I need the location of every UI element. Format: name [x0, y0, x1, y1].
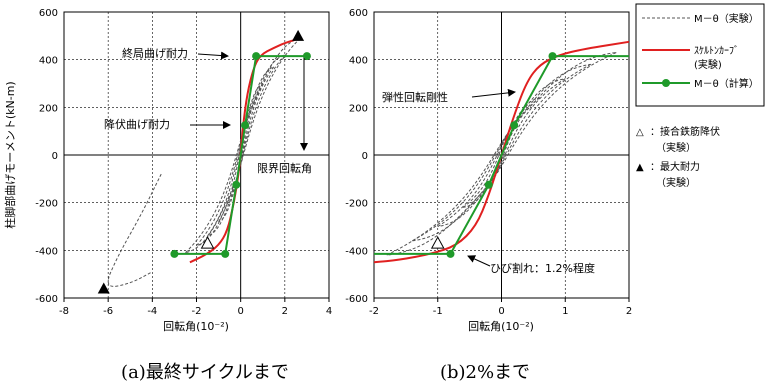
tick-labels-b: -2 -1 0 1 2 -600 -400 -200 0 200 400 600: [345, 8, 632, 317]
experimental-loop-branch: [463, 97, 541, 208]
experimental-loop-branch: [207, 66, 275, 237]
calculated-point: [252, 52, 261, 61]
experimental-loop-branch: [185, 37, 301, 254]
legend-sublabel-rebar-yield: （実験）: [656, 141, 696, 154]
calculated-point: [170, 249, 179, 258]
y-tick-label: 0: [52, 151, 58, 162]
calculated-line: [174, 55, 307, 255]
y-tick-label: 600: [39, 8, 58, 19]
y-axis-label: 柱脚部曲げモーメント(kN-m): [3, 81, 17, 228]
rebar-yield-marker: [430, 236, 445, 249]
x-tick-label: 2: [626, 306, 632, 317]
y-tick-label: -200: [345, 199, 368, 210]
legend-label-max-strength: ：最大耐力: [650, 160, 700, 173]
x-tick-label: -1: [433, 306, 443, 317]
y-tick-label: 400: [349, 56, 368, 67]
experimental-tail: [107, 173, 162, 287]
legend: M－θ（実験） ｽｹﾙﾄﾝｶｰﾌﾞ (実験) M－θ（計算） △ ：接合鉄筋降伏…: [635, 3, 765, 189]
grid-a: [64, 12, 329, 298]
legend-symbol-rebar-yield: △: [636, 127, 644, 138]
caption-b: (b)2%まで: [440, 362, 530, 383]
experimental-loop-branch: [185, 37, 301, 254]
x-axis-label-b: 回転角(10⁻²): [468, 320, 534, 333]
x-tick-label: 1: [562, 306, 568, 317]
legend-label-experimental: M－θ（実験）: [694, 12, 759, 25]
calculated-point: [446, 249, 455, 258]
annotation-cracking: ひび割れ：1.2%程度: [490, 261, 595, 275]
x-tick-label: -6: [103, 306, 113, 317]
y-tick-label: -200: [35, 199, 58, 210]
calculated-point: [510, 121, 519, 130]
annotation-elastic-stiffness: 弾性回転剛性: [382, 90, 448, 104]
y-tick-label: -600: [345, 294, 368, 305]
x-tick-label: 0: [237, 306, 243, 317]
legend-label-calculated: M－θ（計算）: [694, 77, 759, 90]
x-tick-label: 4: [326, 306, 332, 317]
tick-labels-a: -8 -6 -4 -2 0 2 4 -600 -400 -200 0 200 400 600: [35, 8, 332, 317]
x-tick-label: -2: [192, 306, 202, 317]
y-tick-label: -400: [35, 246, 58, 257]
x-axis-label-a: 回転角(10⁻²): [163, 320, 229, 333]
calculated-curve-a: [170, 52, 311, 258]
annotation-yield-strength: 降伏曲げ耐力: [104, 117, 170, 131]
caption-a: (a)最終サイクルまで: [121, 362, 289, 383]
legend-label-skeleton: ｽｹﾙﾄﾝｶｰﾌﾞ: [694, 45, 739, 57]
calculated-point: [548, 52, 557, 61]
legend-symbol-max-strength: ▲: [636, 162, 644, 173]
calculated-point: [302, 52, 311, 61]
legend-label-rebar-yield: ：接合鉄筋降伏: [650, 125, 720, 138]
x-tick-label: -4: [147, 306, 157, 317]
annotation-limit-rotation: 限界回転角: [257, 162, 312, 175]
annotation-arrow: [467, 255, 491, 267]
skeleton-curve-b: [373, 40, 630, 264]
x-tick-label: 2: [282, 306, 288, 317]
y-tick-label: -600: [35, 294, 58, 305]
y-tick-label: 200: [39, 103, 58, 114]
event-markers-a: [97, 29, 305, 294]
y-tick-label: -400: [345, 246, 368, 257]
x-tick-label: -2: [369, 306, 379, 317]
experimental-loop-branch: [386, 52, 617, 256]
calculated-point: [241, 121, 250, 130]
annotation-arrow: [197, 51, 229, 60]
y-tick-label: 200: [349, 103, 368, 114]
chart-panel-a: -8 -6 -4 -2 0 2 4 -600 -400 -200 0 200 400 600 終局曲げ耐力…: [3, 8, 332, 383]
event-markers-b: [430, 236, 445, 249]
y-tick-label: 0: [362, 151, 368, 162]
annotation-ultimate-strength: 終局曲げ耐力: [122, 46, 188, 60]
rebar-yield-marker: [200, 236, 215, 249]
chart-panel-b: -2 -1 0 1 2 -600 -400 -200 0 200 400 600 弾性回転剛性 ひび割…: [345, 8, 632, 383]
legend-marker-calculated: [662, 79, 670, 87]
annotation-arrow: [471, 88, 516, 98]
calculated-point: [484, 180, 493, 189]
legend-sublabel-skeleton: (実験): [694, 58, 722, 71]
calculated-curve-b: [374, 52, 629, 258]
y-tick-label: 600: [349, 8, 368, 19]
calculated-line: [374, 55, 629, 255]
legend-frame: [635, 3, 765, 107]
legend-sublabel-max-strength: （実験）: [656, 176, 696, 189]
max-strength-marker: [292, 29, 305, 41]
max-strength-marker: [97, 282, 110, 294]
x-tick-label: -8: [59, 306, 69, 317]
skeleton-curve-line: [373, 40, 630, 264]
y-tick-label: 400: [39, 56, 58, 67]
calculated-point: [221, 249, 230, 258]
experimental-loop-branch: [437, 78, 566, 227]
x-tick-label: 0: [498, 306, 504, 317]
calculated-point: [232, 180, 241, 189]
